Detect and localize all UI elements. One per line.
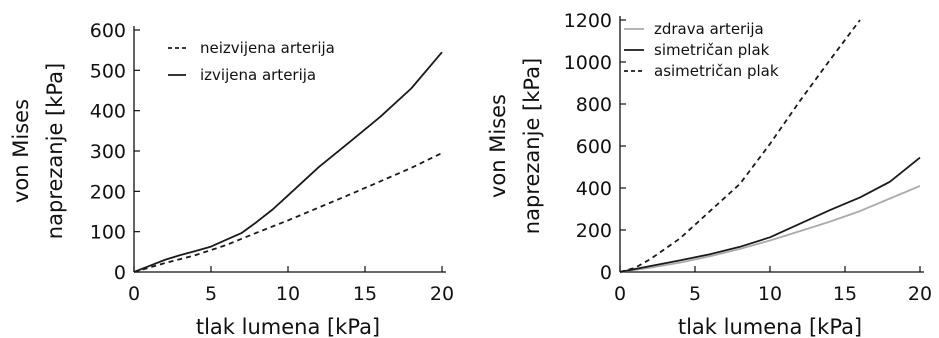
y-tick-label: 400	[576, 178, 612, 200]
legend-label: zdrava arterija	[654, 20, 764, 38]
chart-left: 0 100 200 300 400 500 600 0 5 10 15 20 tlak lumena […	[9, 20, 454, 338]
x-axis-label: tlak lumena [kPa]	[678, 315, 862, 338]
series-line-1	[133, 152, 443, 273]
y-tick-label: 200	[576, 220, 612, 242]
y-tick-label: 600	[90, 20, 126, 42]
y-axis-label-line2: naprezanje [kPa]	[520, 58, 544, 234]
legend-label: izvijena arterija	[200, 66, 316, 84]
y-tick-label: 0	[114, 262, 126, 284]
x-tick-label: 0	[614, 283, 626, 305]
x-axis-label: tlak lumena [kPa]	[196, 315, 380, 338]
x-tick-label: 15	[833, 283, 857, 305]
x-tick-label: 10	[758, 283, 782, 305]
x-tick-label: 5	[689, 283, 701, 305]
legend-label: neizvijena arterija	[200, 39, 335, 57]
legend-label: asimetričan plak	[654, 62, 779, 80]
series-line-1	[619, 185, 921, 273]
y-tick-label: 800	[576, 94, 612, 116]
y-tick-label: 400	[90, 101, 126, 123]
y-tick-label: 1200	[564, 10, 612, 32]
y-axis-label-line2: naprezanje [kPa]	[43, 63, 67, 239]
x-tick-label: 5	[205, 283, 217, 305]
y-tick-label: 300	[90, 141, 126, 163]
y-tick-label: 0	[600, 262, 612, 284]
series-line-2	[133, 51, 443, 273]
y-tick-label: 1000	[564, 52, 612, 74]
x-tick-label: 0	[128, 283, 140, 305]
x-tick-label: 20	[908, 283, 932, 305]
series-line-3	[619, 19, 861, 273]
series-line-2	[619, 156, 921, 273]
y-axis-label-line1: von Mises	[486, 94, 510, 198]
x-tick-label: 10	[276, 283, 300, 305]
x-tick-label: 20	[430, 283, 454, 305]
y-tick-label: 600	[576, 136, 612, 158]
y-tick-label: 100	[90, 222, 126, 244]
y-tick-label: 500	[90, 60, 126, 82]
chart-right: 0 200 400 600 800 1000 1200 0 5 10 15 20 tlak lumena…	[486, 10, 932, 338]
legend-label: simetričan plak	[654, 41, 770, 59]
x-tick-label: 15	[353, 283, 377, 305]
y-tick-label: 200	[90, 181, 126, 203]
y-axis-label-line1: von Mises	[9, 99, 33, 203]
